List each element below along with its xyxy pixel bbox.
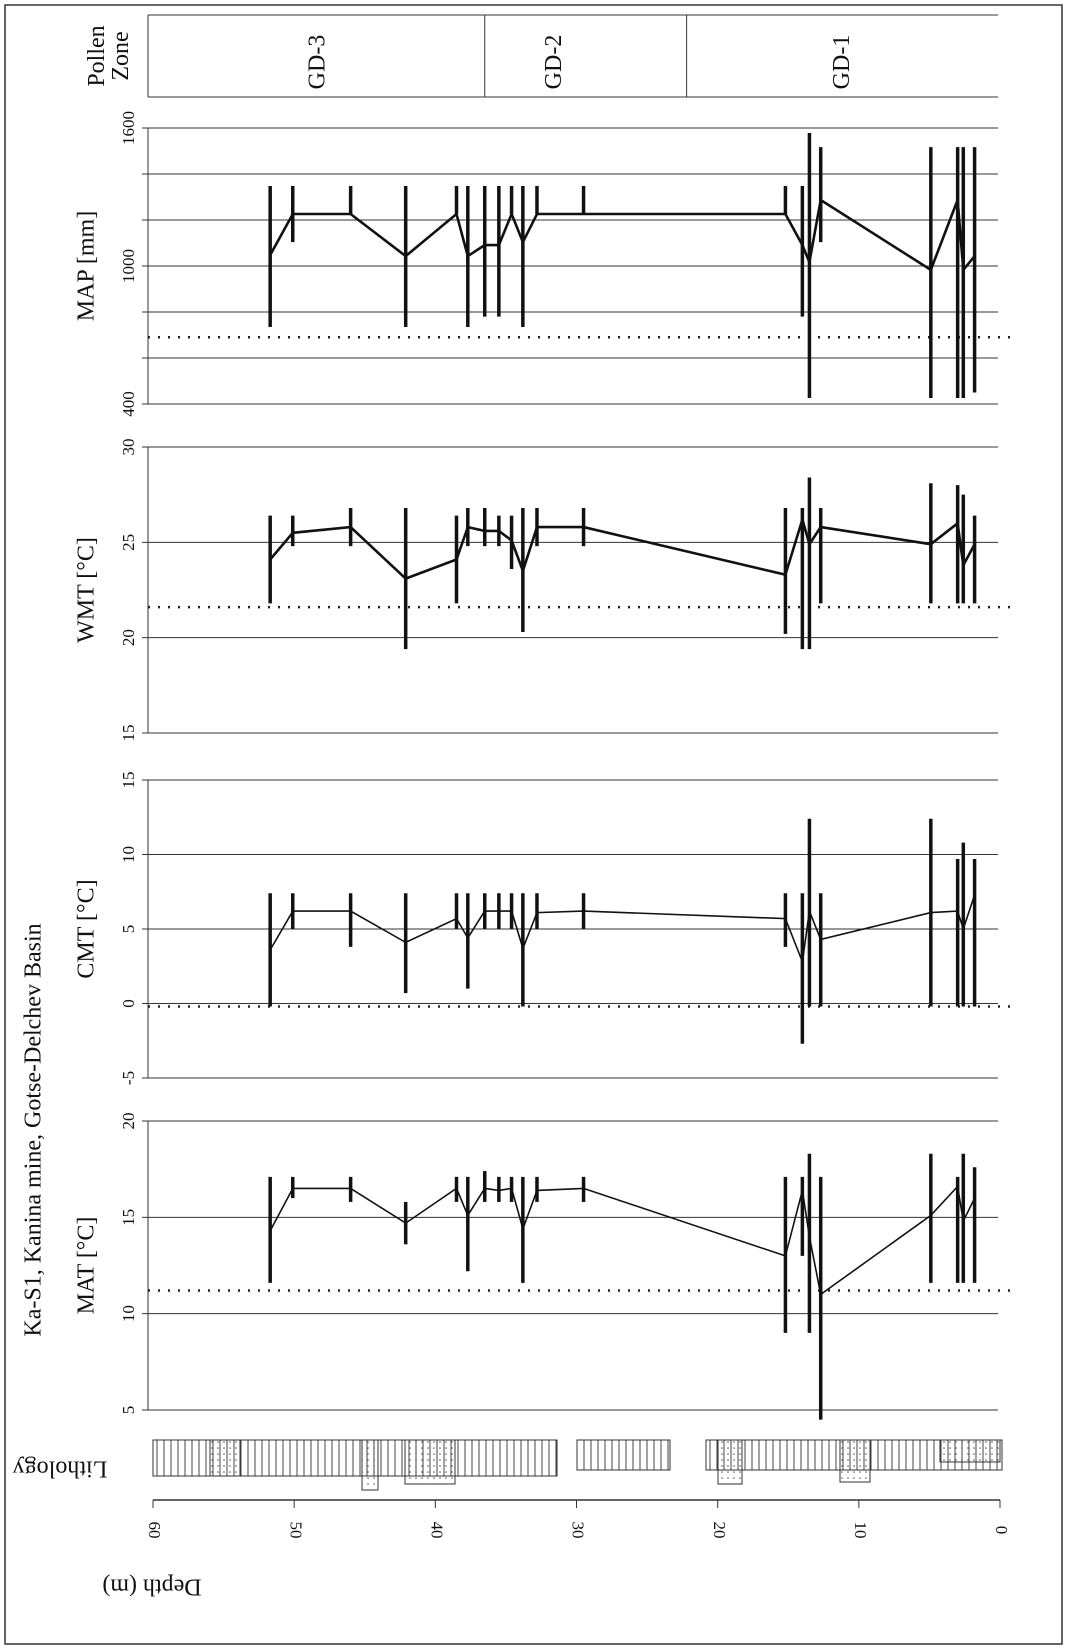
y-axis-label: MAP [mm] xyxy=(74,211,100,321)
figure-title: Ka-S1, Kanina mine, Gotse-Delchev Basin xyxy=(21,923,47,1336)
x-tick-label: 0 xyxy=(992,1526,1011,1535)
y-tick-label: 1600 xyxy=(119,111,138,145)
y-tick-label: 30 xyxy=(119,439,138,456)
zone-label: GD-1 xyxy=(829,35,855,90)
x-tick-label: 60 xyxy=(145,1522,164,1539)
y-axis-label: MAT [°C] xyxy=(74,1217,100,1315)
y-tick-label: 5 xyxy=(119,925,138,934)
y-axis-label: WMT [°C] xyxy=(74,537,100,643)
frame xyxy=(4,4,1063,1645)
y-tick-label: -5 xyxy=(119,1071,138,1085)
y-tick-label: 10 xyxy=(119,846,138,863)
proxy-line xyxy=(269,894,976,965)
proxy-line xyxy=(269,1184,976,1296)
y-tick-label: 10 xyxy=(119,1305,138,1322)
y-tick-label: 15 xyxy=(119,1209,138,1226)
x-tick-label: 50 xyxy=(286,1522,305,1539)
zone-label: GD-2 xyxy=(541,35,567,90)
y-axis-label: CMT [°C] xyxy=(74,879,100,978)
y-tick-label: 15 xyxy=(119,772,138,789)
y-tick-label: 15 xyxy=(119,725,138,742)
x-tick-label: 40 xyxy=(427,1522,446,1539)
proxy-line xyxy=(269,197,976,274)
zone-label: GD-3 xyxy=(304,35,330,90)
proxy-line xyxy=(269,514,976,581)
lithology-label: Lithology xyxy=(13,1455,108,1481)
y-tick-label: 25 xyxy=(119,534,138,551)
x-tick-label: 30 xyxy=(569,1522,588,1539)
zone-axis-label: PollenZone xyxy=(84,25,134,86)
y-tick-label: 1000 xyxy=(119,249,138,283)
y-tick-label: 20 xyxy=(119,1113,138,1130)
x-tick-label: 10 xyxy=(851,1522,870,1539)
y-tick-label: 5 xyxy=(119,1406,138,1415)
y-tick-label: 400 xyxy=(119,391,138,417)
y-tick-label: 20 xyxy=(119,629,138,646)
x-axis-label: Depth (m) xyxy=(102,1573,201,1599)
x-tick-label: 20 xyxy=(710,1522,729,1539)
y-tick-label: 0 xyxy=(119,999,138,1008)
lithology-column xyxy=(152,1439,1003,1491)
